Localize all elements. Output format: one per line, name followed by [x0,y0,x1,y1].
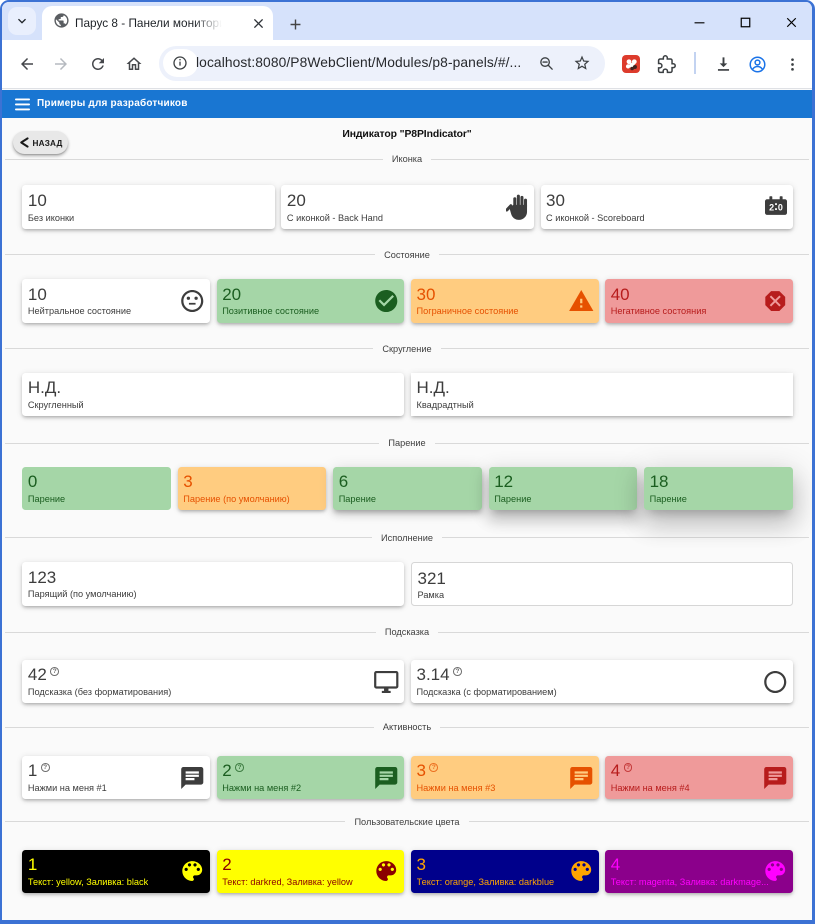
svg-text:2: 2 [769,203,774,213]
svg-text:0: 0 [778,203,783,213]
